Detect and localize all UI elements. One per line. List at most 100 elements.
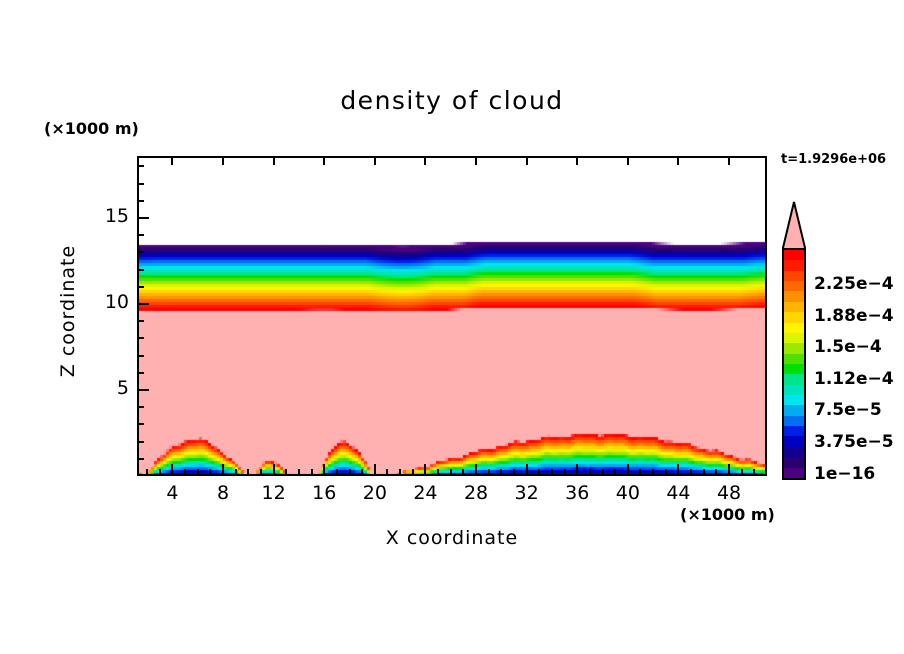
x-minor-tick [462, 469, 465, 476]
x-axis-tick-label: 12 [261, 482, 286, 504]
colorbar-band [784, 270, 804, 282]
colorbar-tick-label: 2.25e−4 [814, 273, 894, 294]
x-major-tick [475, 464, 478, 476]
y-major-tick [137, 216, 149, 219]
x-axis-tick-label: 20 [362, 482, 387, 504]
x-minor-tick [512, 469, 515, 476]
x-major-tick [576, 464, 579, 476]
x-minor-tick [285, 469, 288, 476]
colorbar-tick-label: 1e−16 [814, 463, 876, 484]
y-minor-tick [137, 320, 144, 323]
colorbar-band [784, 415, 804, 427]
x-axis-unit-label: (×1000 m) [680, 505, 775, 524]
colorbar-band [784, 301, 804, 313]
x-axis-tick-label: 16 [312, 482, 337, 504]
y-minor-tick [137, 440, 144, 443]
x-major-tick-top [475, 156, 478, 165]
x-minor-tick [550, 469, 553, 476]
colorbar-tick-label: 1.5e−4 [814, 337, 882, 358]
x-minor-tick [335, 469, 338, 476]
x-axis-tick-label: 44 [666, 482, 691, 504]
x-axis-tick-label: 36 [565, 482, 590, 504]
colorbar-tick-label: 7.5e−5 [814, 400, 882, 421]
x-minor-tick [487, 469, 490, 476]
x-minor-tick [234, 469, 237, 476]
y-major-tick [137, 302, 149, 305]
y-minor-tick [137, 354, 144, 357]
x-axis-tick-label: 32 [514, 482, 539, 504]
y-minor-tick [137, 457, 144, 460]
y-minor-tick [137, 251, 144, 254]
colorbar-band [784, 467, 804, 478]
colorbar-tick-label: 1.88e−4 [814, 305, 894, 326]
colorbar-band [784, 374, 804, 385]
x-major-tick-top [323, 156, 326, 165]
x-minor-tick [588, 469, 591, 476]
x-minor-tick [664, 469, 667, 476]
x-major-tick-top [222, 156, 225, 165]
colorbar-band [784, 250, 804, 261]
colorbar-band [784, 457, 804, 468]
x-minor-tick [259, 469, 262, 476]
colorbar-band [784, 363, 804, 375]
y-minor-tick [137, 285, 144, 288]
y-minor-tick [137, 199, 144, 202]
x-major-tick-top [525, 156, 528, 165]
x-axis-tick-label: 28 [463, 482, 489, 504]
x-axis-tick-label: 40 [615, 482, 640, 504]
x-major-tick [222, 464, 225, 476]
x-minor-tick [500, 469, 503, 476]
x-minor-tick [753, 469, 756, 476]
page-title: density of cloud [340, 86, 564, 115]
x-minor-tick [652, 469, 655, 476]
x-minor-tick [538, 469, 541, 476]
y-axis-tick-label: 15 [104, 204, 129, 227]
y-minor-tick [137, 423, 144, 426]
colorbar: 2.25e−4 1.88e−4 1.5e−4 1.12e−4 7.5e−5 3.75e−5… [778, 200, 898, 485]
colorbar-band [784, 260, 804, 271]
x-major-tick-top [272, 156, 275, 165]
x-major-tick [728, 464, 731, 476]
x-minor-tick [209, 469, 212, 476]
x-minor-tick [158, 469, 161, 476]
contour-field-canvas [139, 158, 765, 474]
x-minor-tick [614, 469, 617, 476]
colorbar-band [784, 405, 804, 416]
colorbar-band [784, 322, 804, 333]
x-major-tick-top [373, 156, 376, 165]
x-minor-tick [146, 469, 149, 476]
colorbar-tick-label: 3.75e−5 [814, 432, 894, 453]
x-minor-tick [639, 469, 642, 476]
x-minor-tick [399, 469, 402, 476]
x-minor-tick [702, 469, 705, 476]
x-major-tick-top [677, 156, 680, 165]
y-minor-tick [137, 165, 144, 168]
x-minor-tick [184, 469, 187, 476]
colorbar-band [784, 312, 804, 323]
x-axis-tick-label: 8 [216, 482, 230, 504]
x-minor-tick [601, 469, 604, 476]
x-major-tick [272, 464, 275, 476]
x-minor-tick [563, 469, 566, 476]
x-axis-tick-label: 48 [716, 482, 742, 504]
y-axis-title: Z coordinate [57, 244, 79, 378]
contour-plot-area [137, 156, 767, 476]
colorbar-band [784, 384, 804, 396]
y-minor-tick [137, 406, 144, 409]
x-major-tick [677, 464, 680, 476]
x-minor-tick [310, 469, 313, 476]
x-major-tick-top [626, 156, 629, 165]
y-axis-tick-label: 10 [104, 290, 129, 313]
x-minor-tick [715, 469, 718, 476]
y-minor-tick [137, 371, 144, 374]
x-major-tick [525, 464, 528, 476]
x-minor-tick [297, 469, 300, 476]
x-major-tick-top [424, 156, 427, 165]
timestamp-annotation: t=1.9296e+06 [781, 152, 887, 167]
y-minor-tick [137, 337, 144, 340]
x-major-tick [424, 464, 427, 476]
x-major-tick [171, 464, 174, 476]
x-major-tick [626, 464, 629, 476]
x-major-tick [323, 464, 326, 476]
